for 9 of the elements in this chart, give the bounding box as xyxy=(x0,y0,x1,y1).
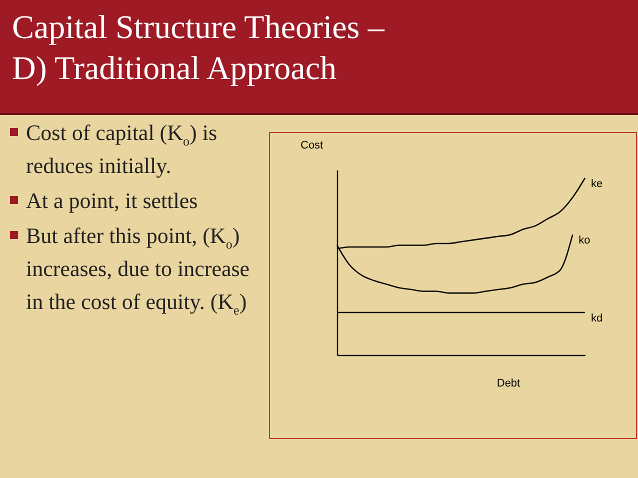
y-axis-title: Cost xyxy=(300,140,324,152)
series-label: ko xyxy=(578,234,590,247)
x-axis-title: Debt xyxy=(496,378,520,390)
text: But after this point, (K$_{o}$) increases, due to increase in the cost of equity. (K$_{e}$) xyxy=(25,222,251,318)
series-label: kd xyxy=(591,312,603,325)
text: At a point, it settles xyxy=(25,187,199,215)
chart-title: Capital Structure Theories – D) Traditional Approach xyxy=(12,9,384,89)
text: Cost of capital (K$_{o}$) is reduces initially. xyxy=(25,119,218,180)
series-label: ke xyxy=(591,178,603,190)
